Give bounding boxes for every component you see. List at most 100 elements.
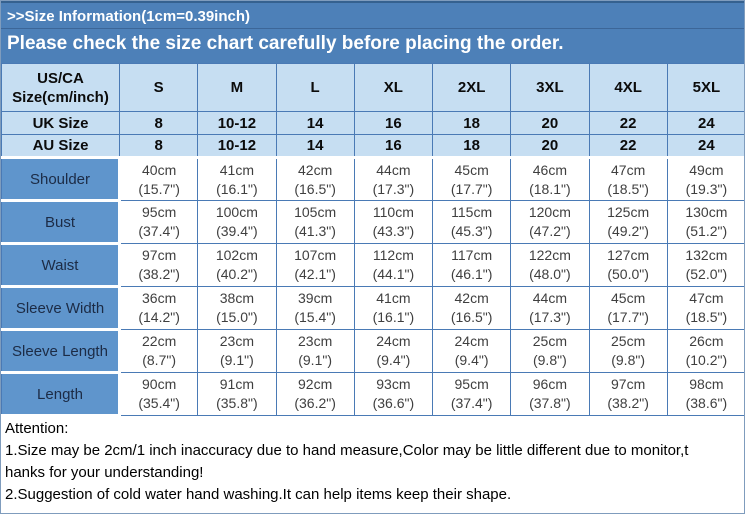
size-value-cell: 14 <box>275 134 355 158</box>
row-label: AU Size <box>1 134 120 158</box>
note-line-attention: Attention: <box>5 420 69 437</box>
size-column-header: M <box>197 63 277 112</box>
measurement-cell: 115cm (45.3") <box>431 200 512 244</box>
measurement-cell: 26cm (10.2") <box>666 329 744 373</box>
measurement-cell: 49cm (19.3") <box>666 156 744 201</box>
row-label: Length <box>1 371 121 417</box>
measurement-cell: 91cm (35.8") <box>197 372 277 416</box>
measurement-cell: 24cm (9.4") <box>353 329 434 373</box>
measurement-cell: 117cm (46.1") <box>431 243 512 287</box>
measurement-cell: 25cm (9.8") <box>588 329 668 373</box>
measurement-row: Sleeve Length 22cm (8.7") 23cm (9.1") 23cm (9.… <box>1 328 744 374</box>
measurement-cell: 92cm (36.2") <box>275 372 355 416</box>
size-column-header: 5XL <box>666 63 744 112</box>
row-label: Waist <box>1 242 121 288</box>
row-label: Sleeve Length <box>1 328 121 374</box>
conversion-row: UK Size 8 10-12 14 16 18 20 22 24 <box>1 111 744 135</box>
measurement-cell: 105cm (41.3") <box>275 200 355 244</box>
size-value-cell: 20 <box>510 111 590 135</box>
banner-title: >>Size Information(1cm=0.39inch) <box>1 3 744 29</box>
measurement-cell: 96cm (37.8") <box>510 372 590 416</box>
size-value-cell: 16 <box>353 111 434 135</box>
size-value-cell: 18 <box>431 134 512 158</box>
corner-header: US/CA Size(cm/inch) <box>1 63 120 112</box>
size-value-cell: 22 <box>588 111 668 135</box>
size-value-cell: 8 <box>118 134 199 158</box>
measurement-cell: 36cm (14.2") <box>118 286 199 330</box>
size-value-cell: 8 <box>118 111 199 135</box>
row-label: UK Size <box>1 111 120 135</box>
row-label: Bust <box>1 199 121 245</box>
measurement-cell: 95cm (37.4") <box>118 200 199 244</box>
measurement-cell: 90cm (35.4") <box>118 372 199 416</box>
size-column-header: S <box>118 63 199 112</box>
size-column-header: L <box>275 63 355 112</box>
size-column-header: 2XL <box>431 63 512 112</box>
measurement-cell: 130cm (51.2") <box>666 200 744 244</box>
measurement-cell: 46cm (18.1") <box>510 156 590 201</box>
size-value-cell: 10-12 <box>197 111 277 135</box>
measurement-cell: 110cm (43.3") <box>353 200 434 244</box>
measurement-cell: 95cm (37.4") <box>431 372 512 416</box>
size-table-body: US/CA Size(cm/inch) S M L XL 2XL 3XL 4XL 5XL UK Si… <box>1 63 744 417</box>
size-value-cell: 24 <box>666 134 744 158</box>
measurement-cell: 24cm (9.4") <box>431 329 512 373</box>
measurement-cell: 132cm (52.0") <box>666 243 744 287</box>
measurement-cell: 23cm (9.1") <box>197 329 277 373</box>
table-header-row: US/CA Size(cm/inch) S M L XL 2XL 3XL 4XL 5XL <box>1 63 744 112</box>
measurement-cell: 107cm (42.1") <box>275 243 355 287</box>
measurement-row: Waist 97cm (38.2") 102cm (40.2") 107cm (42.1")… <box>1 242 744 288</box>
size-table: US/CA Size(cm/inch) S M L XL 2XL 3XL 4XL 5XL UK Si… <box>1 63 744 417</box>
measurement-row: Shoulder 40cm (15.7") 41cm (16.1") 42cm (16.5"… <box>1 156 744 202</box>
measurement-cell: 98cm (38.6") <box>666 372 744 416</box>
measurement-cell: 47cm (18.5") <box>588 156 668 201</box>
measurement-cell: 38cm (15.0") <box>197 286 277 330</box>
measurement-cell: 47cm (18.5") <box>666 286 744 330</box>
size-value-cell: 10-12 <box>197 134 277 158</box>
measurement-row: Sleeve Width 36cm (14.2") 38cm (15.0") 39cm (1… <box>1 285 744 331</box>
banner-subtitle: Please check the size chart carefully be… <box>7 33 564 54</box>
measurement-cell: 45cm (17.7") <box>588 286 668 330</box>
measurement-cell: 40cm (15.7") <box>118 156 199 201</box>
measurement-cell: 102cm (40.2") <box>197 243 277 287</box>
measurement-cell: 97cm (38.2") <box>588 372 668 416</box>
measurement-cell: 44cm (17.3") <box>353 156 434 201</box>
measurement-row: Bust 95cm (37.4") 100cm (39.4") 105cm (41.3") 1… <box>1 199 744 245</box>
measurement-cell: 42cm (16.5") <box>431 286 512 330</box>
measurement-cell: 93cm (36.6") <box>353 372 434 416</box>
measurement-cell: 122cm (48.0") <box>510 243 590 287</box>
measurement-cell: 42cm (16.5") <box>275 156 355 201</box>
size-column-header: 4XL <box>588 63 668 112</box>
banner: >>Size Information(1cm=0.39inch) Please … <box>1 1 744 63</box>
measurement-cell: 112cm (44.1") <box>353 243 434 287</box>
measurement-cell: 100cm (39.4") <box>197 200 277 244</box>
measurement-cell: 44cm (17.3") <box>510 286 590 330</box>
measurement-cell: 22cm (8.7") <box>118 329 199 373</box>
measurement-cell: 41cm (16.1") <box>197 156 277 201</box>
measurement-cell: 39cm (15.4") <box>275 286 355 330</box>
row-label: Sleeve Width <box>1 285 121 331</box>
attention-notes: Attention: 1.Size may be 2cm/1 inch inac… <box>1 417 744 506</box>
size-value-cell: 24 <box>666 111 744 135</box>
row-label: Shoulder <box>1 156 121 202</box>
note-line-2: 2.Suggestion of cold water hand washing.… <box>5 486 512 503</box>
conversion-row: AU Size 8 10-12 14 16 18 20 22 24 <box>1 134 744 158</box>
note-line-1: 1.Size may be 2cm/1 inch inaccuracy due … <box>5 442 689 459</box>
measurement-cell: 127cm (50.0") <box>588 243 668 287</box>
size-value-cell: 20 <box>510 134 590 158</box>
size-value-cell: 18 <box>431 111 512 135</box>
note-line-1-wrap: hanks for your understanding! <box>5 464 204 481</box>
measurement-cell: 45cm (17.7") <box>431 156 512 201</box>
size-value-cell: 16 <box>353 134 434 158</box>
measurement-row: Length 90cm (35.4") 91cm (35.8") 92cm (36.2") 9… <box>1 371 744 417</box>
size-column-header: XL <box>353 63 434 112</box>
size-column-header: 3XL <box>510 63 590 112</box>
measurement-cell: 23cm (9.1") <box>275 329 355 373</box>
measurement-cell: 25cm (9.8") <box>510 329 590 373</box>
measurement-cell: 125cm (49.2") <box>588 200 668 244</box>
measurement-cell: 120cm (47.2") <box>510 200 590 244</box>
measurement-cell: 41cm (16.1") <box>353 286 434 330</box>
size-value-cell: 22 <box>588 134 668 158</box>
size-value-cell: 14 <box>275 111 355 135</box>
